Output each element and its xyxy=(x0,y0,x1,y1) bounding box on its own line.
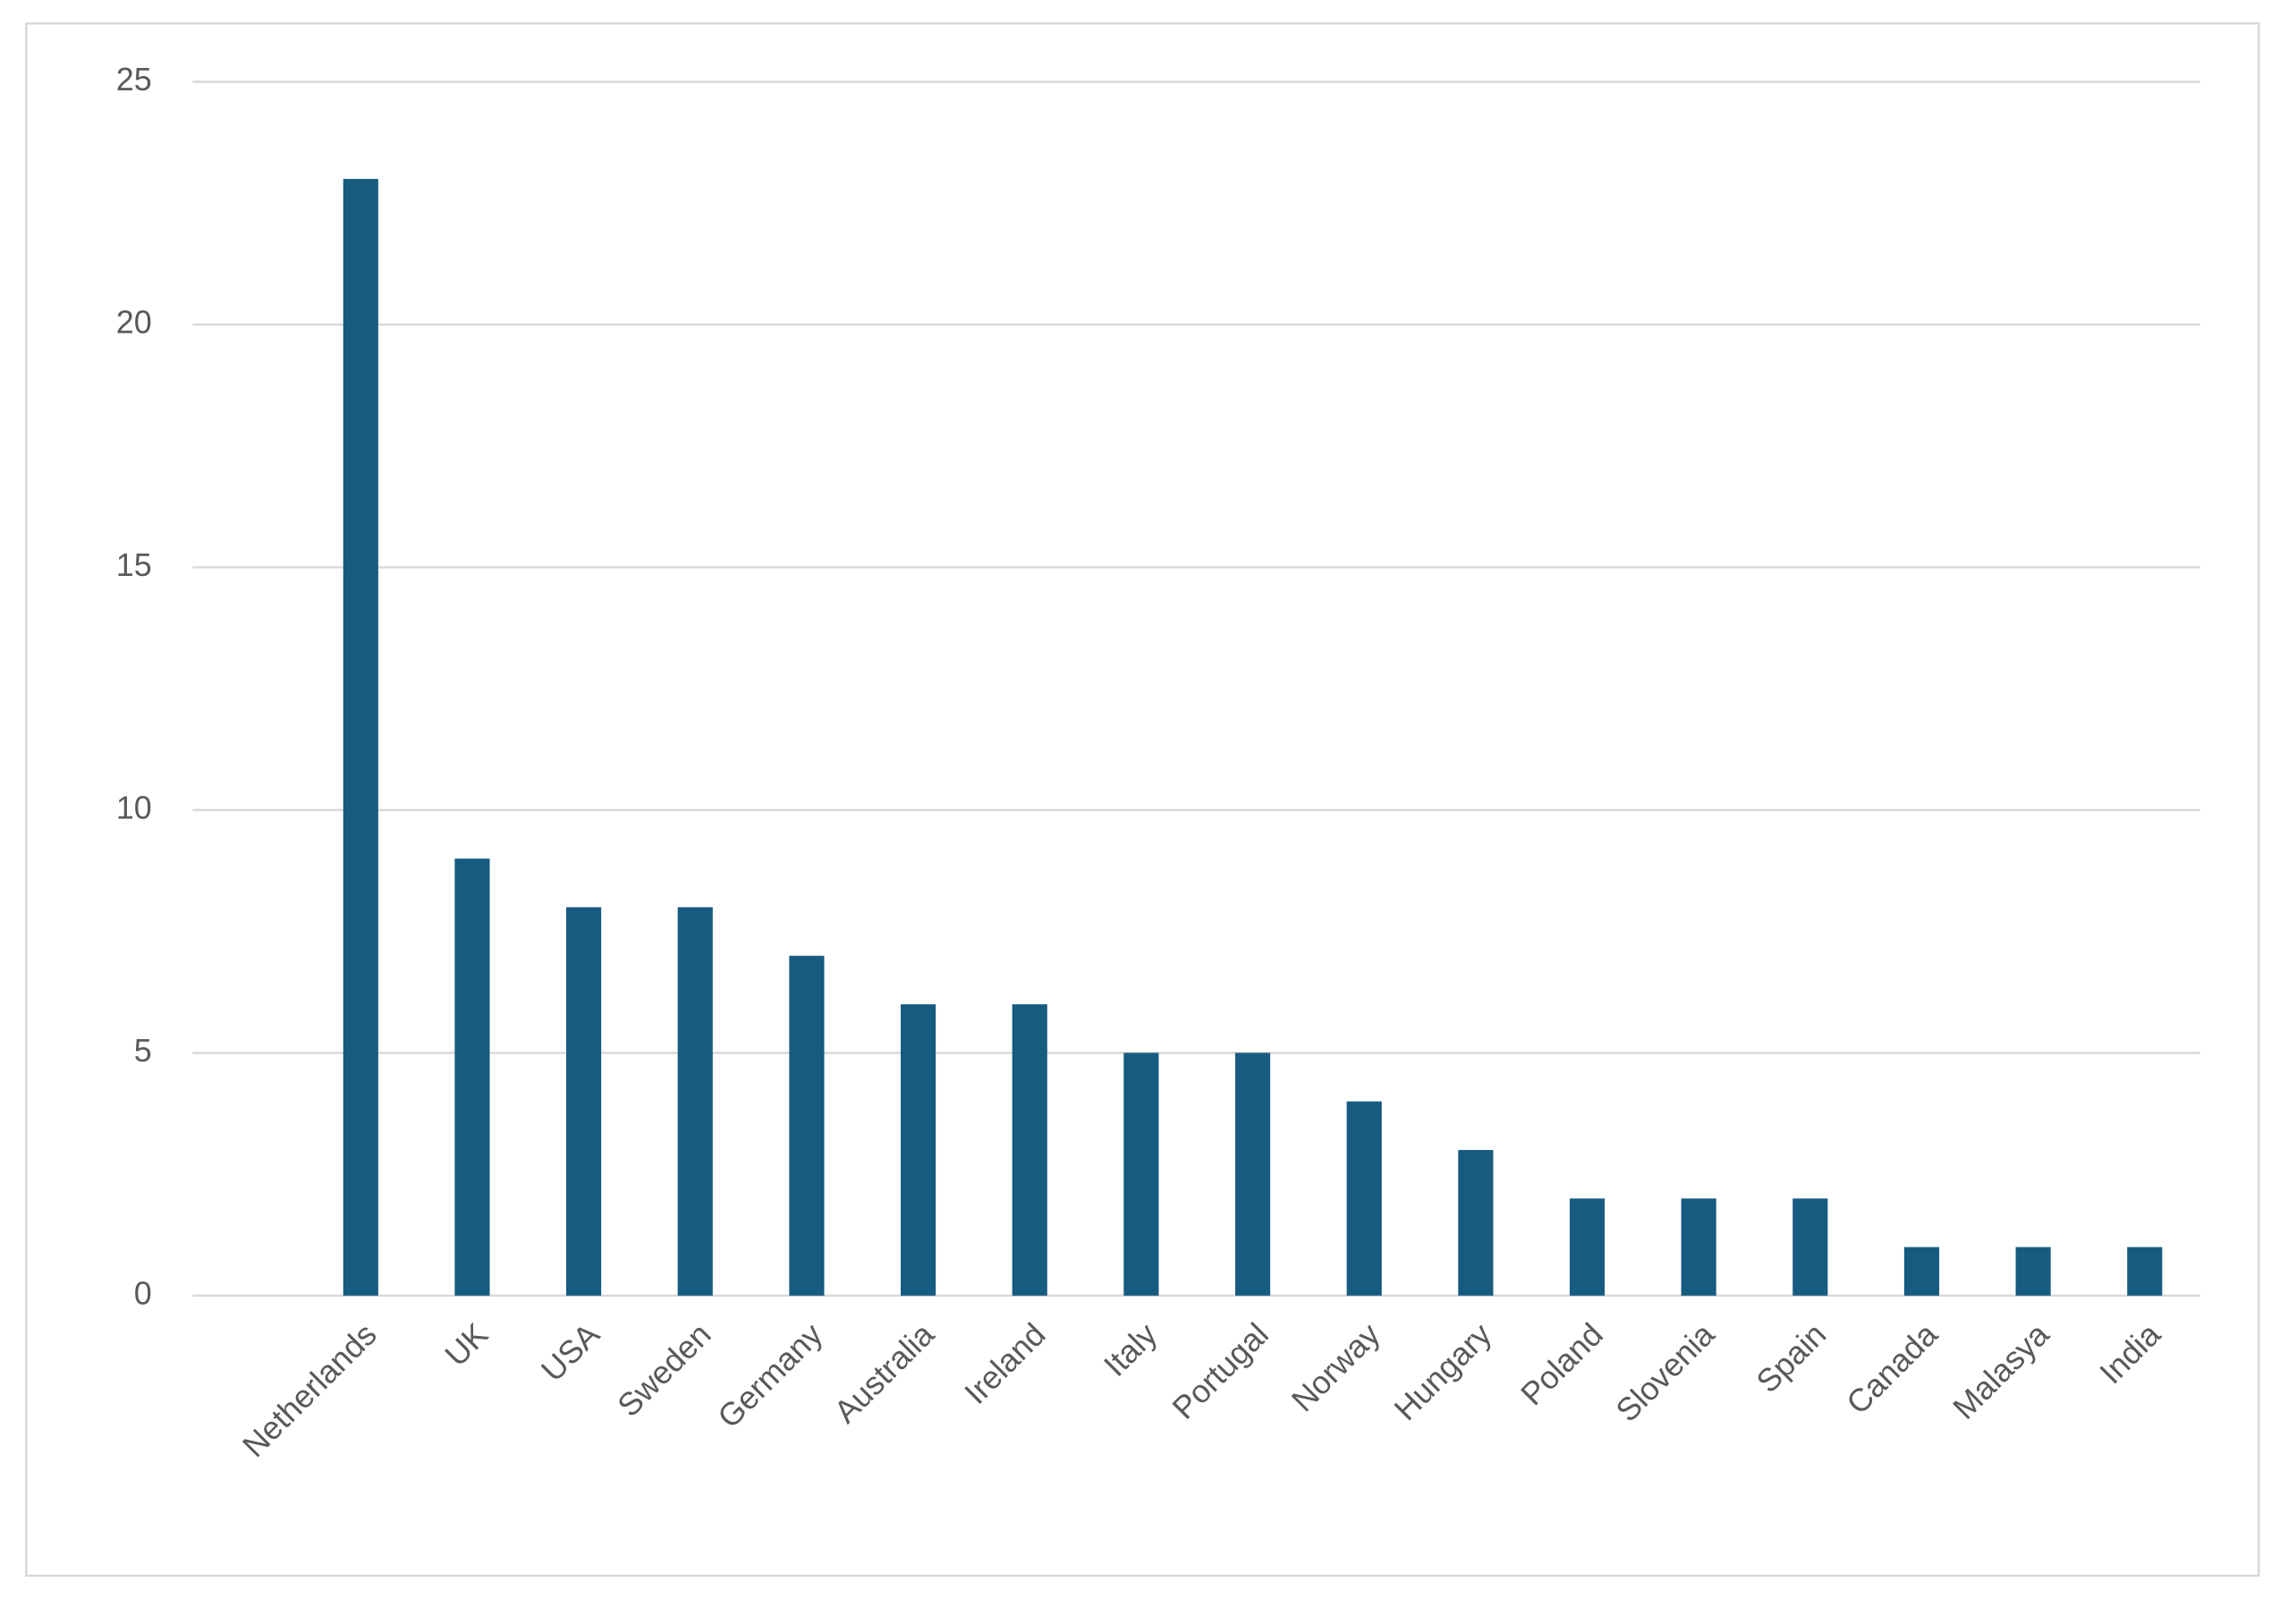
bar xyxy=(1569,1198,1606,1296)
bar xyxy=(343,179,378,1296)
bar xyxy=(677,907,713,1296)
y-tick-label: 10 xyxy=(116,790,152,825)
bar xyxy=(1681,1198,1716,1296)
bar xyxy=(1792,1198,1828,1296)
y-tick-label: 25 xyxy=(116,62,152,97)
bar xyxy=(2015,1247,2051,1296)
bar xyxy=(1123,1053,1159,1296)
bar xyxy=(1346,1101,1382,1296)
y-tick-label: 0 xyxy=(134,1275,152,1311)
bar xyxy=(454,859,490,1296)
chart-frame xyxy=(25,22,2260,1577)
bar xyxy=(789,955,825,1296)
y-tick-label: 5 xyxy=(134,1033,152,1069)
y-tick-label: 15 xyxy=(116,547,152,583)
bar xyxy=(900,1004,936,1296)
y-tick-label: 20 xyxy=(116,304,152,340)
bar xyxy=(566,907,602,1296)
bar xyxy=(1903,1247,1940,1296)
bar xyxy=(2127,1247,2163,1296)
bar xyxy=(1234,1053,1271,1296)
bar xyxy=(1458,1149,1494,1296)
bar xyxy=(1012,1004,1047,1296)
